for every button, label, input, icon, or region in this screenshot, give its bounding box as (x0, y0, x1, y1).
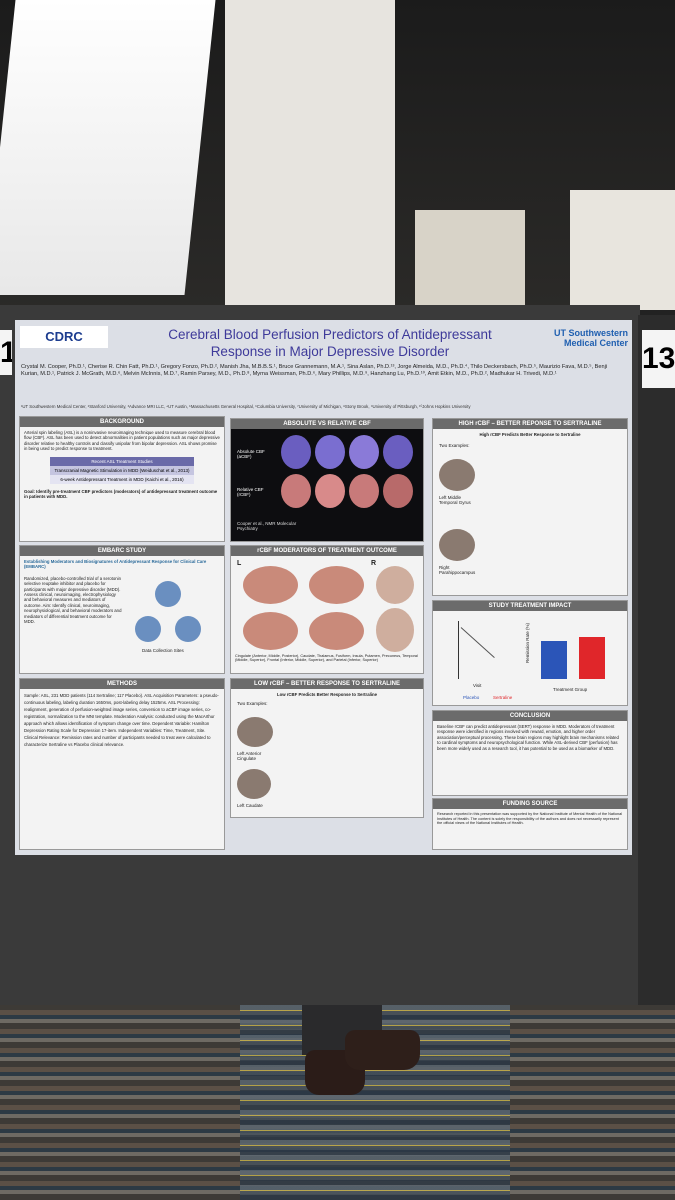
authors: Crystal M. Cooper, Ph.D.¹, Cherise R. Ch… (21, 364, 608, 377)
section-text: Research reported in this presentation w… (437, 812, 623, 826)
axis-label: Remission Rate (%) (525, 623, 530, 664)
site-icon (155, 581, 181, 607)
caption: Cingulate (Anterior, Middle, Posterior),… (235, 654, 418, 662)
impact-section: STUDY TREATMENT IMPACT Visit Remission R… (432, 600, 628, 706)
brain (243, 566, 298, 604)
axis-label: Treatment Group (553, 687, 588, 692)
ceiling-light (0, 0, 216, 295)
high-section: HIGH rCBF – BETTER REPONSE TO SERTRALINE… (432, 418, 628, 596)
row-label: Relative CBF (rCBF) (237, 487, 264, 497)
brain (439, 529, 475, 561)
brain (376, 566, 414, 604)
legend-entry: Placebo (463, 695, 480, 700)
funding-section: FUNDING SOURCE Research reported in this… (432, 798, 628, 850)
section-header: CONCLUSION (433, 711, 627, 721)
section-header: rCBF MODERATORS OF TREATMENT OUTCOME (231, 546, 423, 556)
axis (458, 621, 459, 679)
table-title: Recent ASL Treatment Studies (50, 456, 194, 466)
poster-title: Cerebral Blood Perfusion Predictors of A… (168, 327, 492, 359)
study-table: Recent ASL Treatment Studies Transcrania… (50, 456, 194, 484)
section-text: Randomized, placebo-controlled trial of … (24, 575, 122, 625)
site-icon (135, 616, 161, 642)
methods-section: METHODS Sample: ASL, 231 MDD patients (1… (19, 678, 225, 850)
sign: 13 (642, 330, 675, 388)
brain (309, 566, 364, 604)
sign: 12 (0, 330, 12, 375)
section-header: HIGH rCBF – BETTER REPONSE TO SERTRALINE (433, 419, 627, 429)
side-label: R (371, 560, 377, 567)
brain (243, 612, 298, 650)
axis-label: Visit (473, 683, 482, 688)
section-header: BACKGROUND (20, 417, 224, 427)
side-label: L (237, 560, 242, 567)
section-text: Sample: ASL, 231 MDD patients (114 Sertr… (24, 693, 219, 747)
brain (349, 435, 379, 469)
moderators-section: rCBF MODERATORS OF TREATMENT OUTCOME L R… (230, 545, 424, 674)
legend-entry: Sertraline (493, 695, 513, 700)
shoe (345, 1030, 420, 1070)
section-header: STUDY TREATMENT IMPACT (433, 601, 627, 611)
region-label: Left Anterior Cingulate (237, 751, 262, 761)
subtitle: Establishing Moderators and Biosignature… (24, 559, 207, 570)
brain (315, 474, 345, 508)
brain (315, 435, 345, 469)
examples-label: Two Examples: (237, 701, 268, 706)
poster-board-right (638, 315, 675, 1005)
wall (570, 190, 675, 310)
brain (281, 474, 311, 508)
section-header: FUNDING SOURCE (433, 799, 627, 809)
section-header: ABSOLUTE VS RELATIVE CBF (231, 419, 423, 429)
brain (383, 474, 413, 508)
goal: Goal: Identify pre-treatment CBF predict… (24, 488, 218, 500)
table-row: 6-week Antidepressant Treatment in MDD (… (50, 474, 194, 484)
section-header: LOW rCBF – BETTER RESPONSE TO SERTRALINE (231, 679, 423, 689)
brain (383, 435, 413, 469)
section-text: Baseline rCBF can predict antidepressant… (437, 724, 619, 751)
row-label: Absolute CBF (aCBF) (237, 449, 265, 459)
brain (309, 612, 364, 650)
bar (541, 641, 567, 679)
background-section: BACKGROUND Arterial spin labeling (ASL) … (19, 416, 225, 542)
low-section: LOW rCBF – BETTER RESPONSE TO SERTRALINE… (230, 678, 424, 818)
sites-label: Data Collection Sites (142, 648, 184, 653)
brain (376, 608, 414, 652)
affiliations: ¹UT Southwestern Medical Center, ²Stanfo… (21, 404, 471, 409)
region-label: Left Caudate (237, 803, 263, 808)
subtitle: High rCBF Predicts Better Response to Se… (479, 432, 581, 437)
table-row: Transcranial Magnetic Stimulation in MDD… (50, 465, 194, 475)
conclusion-section: CONCLUSION Baseline rCBF can predict ant… (432, 710, 628, 796)
brain (281, 435, 311, 469)
citation: Cooper et al., NMR Molecular Psychiatry (237, 521, 297, 531)
section-header: EMBARC STUDY (20, 546, 224, 556)
region-label: Right Parahippocampus (439, 565, 476, 575)
section-text: Arterial spin labeling (ASL) is a noninv… (24, 430, 220, 452)
region-label: Left Middle Temporal Gyrus (439, 495, 471, 505)
brain (237, 769, 271, 799)
brain (237, 717, 273, 747)
brain (349, 474, 379, 508)
brain (439, 459, 475, 491)
bar (579, 637, 605, 679)
pillar (415, 210, 525, 310)
absolute-section: ABSOLUTE VS RELATIVE CBF Absolute CBF (a… (230, 418, 424, 542)
line (460, 627, 495, 658)
examples-label: Two Examples: (439, 443, 470, 448)
logo: UT Southwestern Medical Center (553, 328, 628, 348)
poster: CDRC UT Southwestern Medical Center Cere… (15, 320, 632, 855)
site-icon (175, 616, 201, 642)
embarc-section: EMBARC STUDY Establishing Moderators and… (19, 545, 225, 674)
ceiling-panel (225, 0, 395, 310)
section-header: METHODS (20, 679, 224, 689)
subtitle: Low rCBF Predicts Better Response to Ser… (276, 692, 378, 697)
logo: CDRC (20, 326, 108, 348)
